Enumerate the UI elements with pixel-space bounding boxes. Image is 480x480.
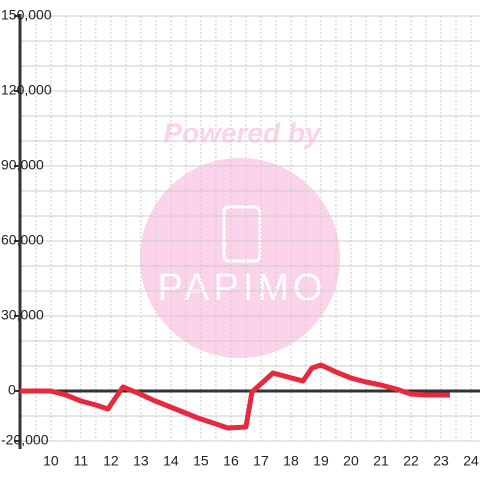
x-tick-label: 14 — [163, 453, 179, 469]
x-tick-label: 13 — [133, 453, 149, 469]
x-tick-label: 18 — [283, 453, 299, 469]
x-tick-label: 10 — [43, 453, 59, 469]
watermark-brand: PAPIMO — [158, 267, 327, 309]
x-tick-label: 17 — [253, 453, 269, 469]
x-tick-label: 21 — [373, 453, 389, 469]
x-tick-label: 12 — [103, 453, 119, 469]
y-tick-label: 60,000 — [1, 232, 44, 248]
y-tick-label: 90,000 — [1, 157, 44, 173]
x-tick-label: 24 — [463, 453, 479, 469]
watermark: Powered by PAPIMO — [140, 117, 340, 358]
x-tick-label: 20 — [343, 453, 359, 469]
x-tick-label: 15 — [193, 453, 209, 469]
y-tick-label: 150,000 — [1, 7, 52, 23]
y-tick-label: 120,000 — [1, 82, 52, 98]
watermark-circle — [140, 158, 340, 358]
y-tick-label: -20,000 — [1, 432, 49, 448]
x-tick-label: 19 — [313, 453, 329, 469]
x-tick-label: 23 — [433, 453, 449, 469]
x-tick-label: 16 — [223, 453, 239, 469]
x-tick-label: 11 — [74, 453, 89, 469]
series-line — [20, 362, 450, 431]
watermark-caption: Powered by — [163, 117, 322, 148]
watermark-icon — [222, 205, 262, 263]
y-tick-label: 30,000 — [1, 307, 44, 323]
y-tick-label: 0 — [8, 382, 16, 398]
x-tick-label: 22 — [403, 453, 419, 469]
